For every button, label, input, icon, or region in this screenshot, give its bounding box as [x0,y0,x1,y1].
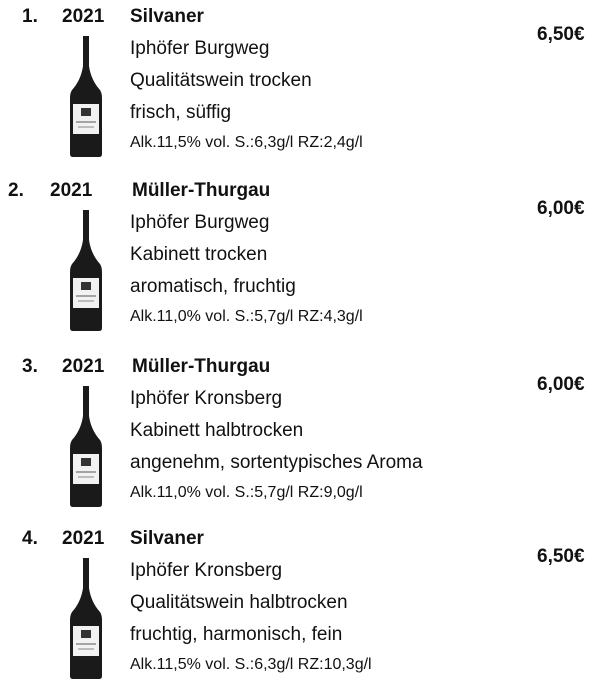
price: 6,00€ [537,374,585,396]
wine-details: Alk.11,0% vol. S.:5,7g/l RZ:4,3g/l [130,308,363,326]
wine-name: Müller-Thurgau [132,180,270,202]
wine-line: Kabinett trocken [130,244,267,266]
bottle-icon [66,384,106,509]
item-year: 2021 [62,356,104,378]
wine-line: Qualitätswein halbtrocken [130,592,348,614]
wine-line: Iphöfer Burgweg [130,212,269,234]
wine-line: Iphöfer Kronsberg [130,560,282,582]
item-number: 1. [22,6,38,28]
bottle-icon [66,556,106,681]
item-number: 4. [22,528,38,550]
wine-details: Alk.11,5% vol. S.:6,3g/l RZ:2,4g/l [130,134,363,152]
wine-name: Silvaner [130,6,204,28]
item-year: 2021 [62,6,104,28]
price: 6,50€ [537,24,585,46]
wine-line: Iphöfer Burgweg [130,38,269,60]
wine-details: Alk.11,0% vol. S.:5,7g/l RZ:9,0g/l [130,484,363,502]
wine-name: Silvaner [130,528,204,550]
wine-list: 1. 2021 Silvaner 6,50€ Iphöfer Burgweg Qualit… [0,0,593,682]
wine-line: aromatisch, fruchtig [130,276,296,298]
item-year: 2021 [50,180,92,202]
wine-name: Müller-Thurgau [132,356,270,378]
price: 6,50€ [537,546,585,568]
wine-line: fruchtig, harmonisch, fein [130,624,342,646]
wine-line: angenehm, sortentypisches Aroma [130,452,423,474]
bottle-icon [66,208,106,333]
wine-line: Kabinett halbtrocken [130,420,303,442]
wine-line: Qualitätswein trocken [130,70,312,92]
item-year: 2021 [62,528,104,550]
wine-details: Alk.11,5% vol. S.:6,3g/l RZ:10,3g/l [130,656,372,674]
wine-line: frisch, süffig [130,102,231,124]
wine-line: Iphöfer Kronsberg [130,388,282,410]
item-number: 2. [8,180,24,202]
price: 6,00€ [537,198,585,220]
bottle-icon [66,34,106,159]
item-number: 3. [22,356,38,378]
